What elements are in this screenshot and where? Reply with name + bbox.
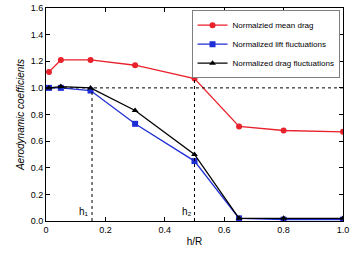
svg-text:0.2: 0.2 [31, 190, 44, 200]
svg-text:h/R: h/R [187, 236, 203, 247]
svg-text:h₁: h₁ [79, 206, 89, 217]
svg-text:0.4: 0.4 [159, 225, 172, 235]
svg-text:h₂: h₂ [182, 206, 192, 217]
svg-text:0.8: 0.8 [277, 225, 290, 235]
svg-text:Normalzied mean drag: Normalzied mean drag [233, 21, 314, 30]
svg-text:0.2: 0.2 [99, 225, 112, 235]
svg-text:0.4: 0.4 [31, 163, 44, 173]
svg-text:1.0: 1.0 [31, 83, 44, 93]
svg-text:0.6: 0.6 [218, 225, 231, 235]
svg-text:1.2: 1.2 [31, 56, 44, 66]
svg-text:0.6: 0.6 [31, 136, 44, 146]
svg-text:0.8: 0.8 [31, 110, 44, 120]
svg-text:0.0: 0.0 [31, 216, 44, 226]
svg-text:1.4: 1.4 [31, 30, 44, 40]
svg-text:Normalized drag fluctuations: Normalized drag fluctuations [233, 59, 334, 68]
svg-text:Normalized lift fluctuations: Normalized lift fluctuations [233, 40, 326, 49]
svg-text:1.6: 1.6 [31, 3, 44, 13]
svg-text:1.0: 1.0 [337, 225, 350, 235]
svg-text:0: 0 [43, 225, 48, 235]
svg-text:Aerodynamic coefficients: Aerodynamic coefficients [15, 59, 26, 171]
